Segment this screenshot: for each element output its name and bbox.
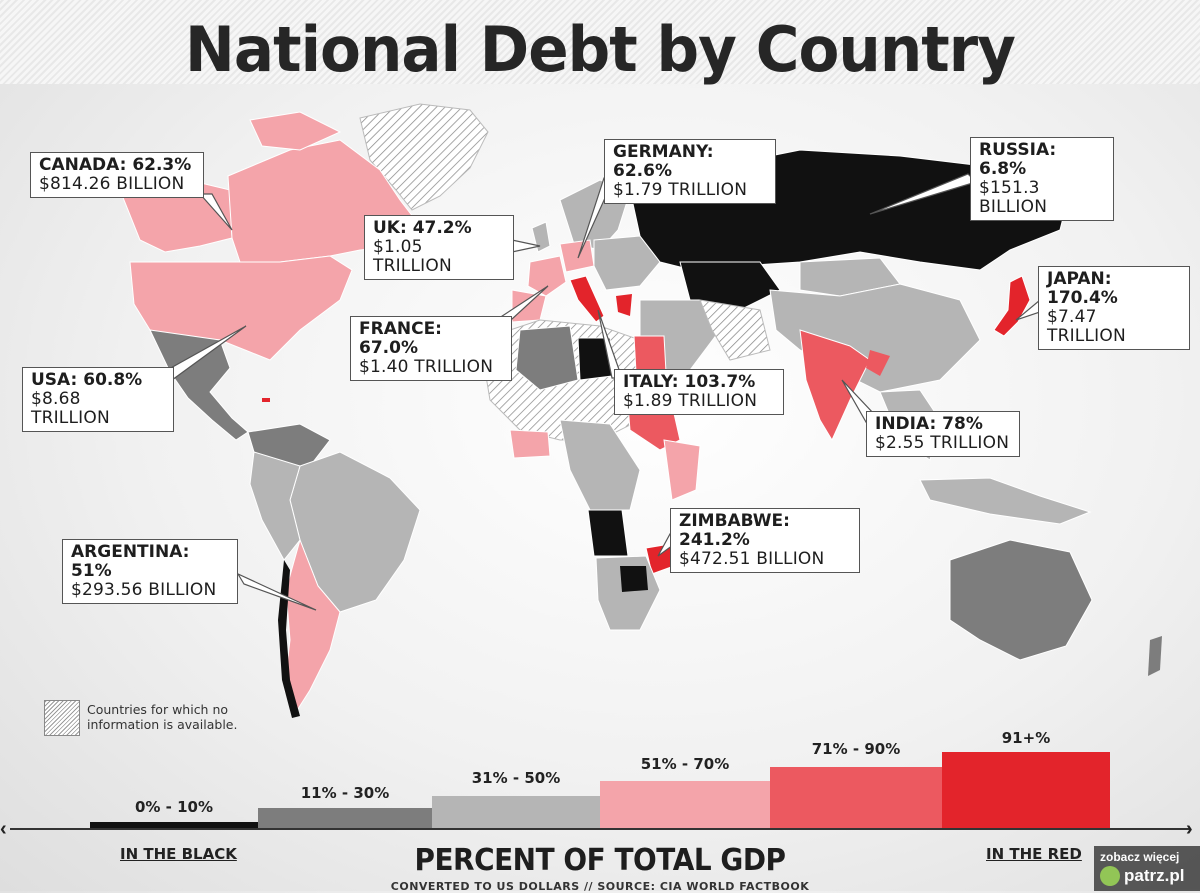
leader-canada xyxy=(198,193,233,231)
leader-argentina xyxy=(236,572,317,611)
callout-usa-amount: $8.68 TRILLION xyxy=(31,389,110,428)
callout-zimbabwe-name: ZIMBABWE: 241.2% xyxy=(679,511,790,550)
callout-italy: ITALY: 103.7% $1.89 TRILLION xyxy=(614,369,784,415)
france-region xyxy=(527,255,567,297)
callout-italy-name: ITALY: 103.7% xyxy=(623,372,756,392)
algeria-region xyxy=(515,325,579,391)
callout-france-amount: $1.40 TRILLION xyxy=(359,357,494,377)
callout-russia-amount: $151.3 BILLION xyxy=(979,178,1048,217)
in-the-black-label: IN THE BLACK xyxy=(120,845,237,863)
no-info-text: Countries for which no information is av… xyxy=(87,702,238,732)
legend-bar-3 xyxy=(600,781,770,830)
kazakhstan-region xyxy=(679,261,781,311)
callout-japan: JAPAN: 170.4% $7.47 TRILLION xyxy=(1038,266,1190,350)
legend-label-5: 91+% xyxy=(1001,729,1051,747)
watermark[interactable]: zobacz więcej patrz.pl xyxy=(1094,846,1200,891)
no-info-legend: Countries for which no information is av… xyxy=(44,700,284,740)
callout-zimbabwe: ZIMBABWE: 241.2% $472.51 BILLION xyxy=(670,508,860,573)
watermark-logo-icon xyxy=(1100,866,1120,886)
arctic-islands-region xyxy=(249,111,342,151)
callout-uk: UK: 47.2% $1.05 TRILLION xyxy=(364,215,514,280)
in-the-red-label: IN THE RED xyxy=(986,845,1082,863)
callout-argentina: ARGENTINA: 51% $293.56 BILLION xyxy=(62,539,238,604)
argentina-region xyxy=(283,538,341,713)
callout-france: FRANCE: 67.0% $1.40 TRILLION xyxy=(350,316,512,381)
greece-region xyxy=(616,294,632,316)
legend-bar-0 xyxy=(90,822,258,830)
callout-usa: USA: 60.8% $8.68 TRILLION xyxy=(22,367,174,432)
callout-india: INDIA: 78% $2.55 TRILLION xyxy=(866,411,1020,457)
angola-region xyxy=(587,509,629,557)
callout-argentina-name: ARGENTINA: 51% xyxy=(71,542,190,581)
callout-canada-name: CANADA: 62.3% xyxy=(39,155,192,175)
callout-uk-name: UK: 47.2% xyxy=(373,218,472,238)
callout-uk-amount: $1.05 TRILLION xyxy=(373,237,452,276)
callout-usa-name: USA: 60.8% xyxy=(31,370,143,390)
chile-region xyxy=(278,560,300,718)
bangladesh-region xyxy=(866,350,890,376)
title-bar xyxy=(0,0,1200,84)
page-title: National Debt by Country xyxy=(185,13,1016,86)
iran-region xyxy=(699,299,771,361)
new-zealand-region xyxy=(1148,636,1162,676)
central-africa-region xyxy=(559,419,641,511)
caribbean-marker xyxy=(262,398,270,402)
watermark-top-text: zobacz więcej xyxy=(1100,850,1180,864)
callout-japan-name: JAPAN: 170.4% xyxy=(1047,269,1118,308)
callout-germany: GERMANY: 62.6% $1.79 TRILLION xyxy=(604,139,776,204)
callout-russia: RUSSIA: 6.8% $151.3 BILLION xyxy=(970,137,1114,221)
indonesia-region xyxy=(919,477,1092,525)
callout-zimbabwe-amount: $472.51 BILLION xyxy=(679,549,825,569)
hatch-swatch xyxy=(44,700,80,736)
germany-region xyxy=(559,239,595,273)
callout-germany-amount: $1.79 TRILLION xyxy=(613,180,748,200)
callout-germany-name: GERMANY: 62.6% xyxy=(613,142,714,181)
legend-label-2: 31% - 50% xyxy=(471,769,561,787)
arrow-left-icon: ‹ xyxy=(0,818,7,840)
callout-france-name: FRANCE: 67.0% xyxy=(359,319,442,358)
callout-russia-name: RUSSIA: 6.8% xyxy=(979,140,1057,179)
arrow-right-icon: › xyxy=(1186,818,1193,840)
legend-label-0: 0% - 10% xyxy=(134,798,214,816)
peru-bolivia-region xyxy=(249,451,301,561)
callout-japan-amount: $7.47 TRILLION xyxy=(1047,307,1126,346)
legend-label-3: 51% - 70% xyxy=(640,755,730,773)
japan-region xyxy=(993,275,1031,337)
legend-bar-1 xyxy=(258,808,432,830)
botswana-region xyxy=(620,566,648,592)
watermark-brand-text: patrz.pl xyxy=(1124,866,1185,885)
china-region xyxy=(769,283,981,393)
uk-region xyxy=(531,221,551,253)
legend-baseline xyxy=(10,828,1190,830)
legend-bar-4 xyxy=(770,767,942,830)
callout-canada-amount: $814.26 BILLION xyxy=(39,174,185,194)
source-line: CONVERTED TO US DOLLARS // SOURCE: CIA W… xyxy=(390,880,810,893)
callout-canada: CANADA: 62.3% $814.26 BILLION xyxy=(30,152,204,198)
callout-italy-amount: $1.89 TRILLION xyxy=(623,391,758,411)
callout-argentina-amount: $293.56 BILLION xyxy=(71,580,217,600)
legend-bar-2 xyxy=(432,796,600,830)
legend-bar-5 xyxy=(942,752,1110,830)
west-africa-region xyxy=(509,429,551,459)
india-region xyxy=(799,329,871,442)
egypt-region xyxy=(633,335,667,373)
legend-axis-title: PERCENT OF TOTAL GDP xyxy=(414,843,786,878)
east-africa-region xyxy=(663,439,701,501)
callout-india-amount: $2.55 TRILLION xyxy=(875,433,1010,453)
legend-label-4: 71% - 90% xyxy=(811,740,901,758)
australia-region xyxy=(949,539,1093,661)
callout-india-name: INDIA: 78% xyxy=(875,414,983,434)
legend-label-1: 11% - 30% xyxy=(300,784,390,802)
